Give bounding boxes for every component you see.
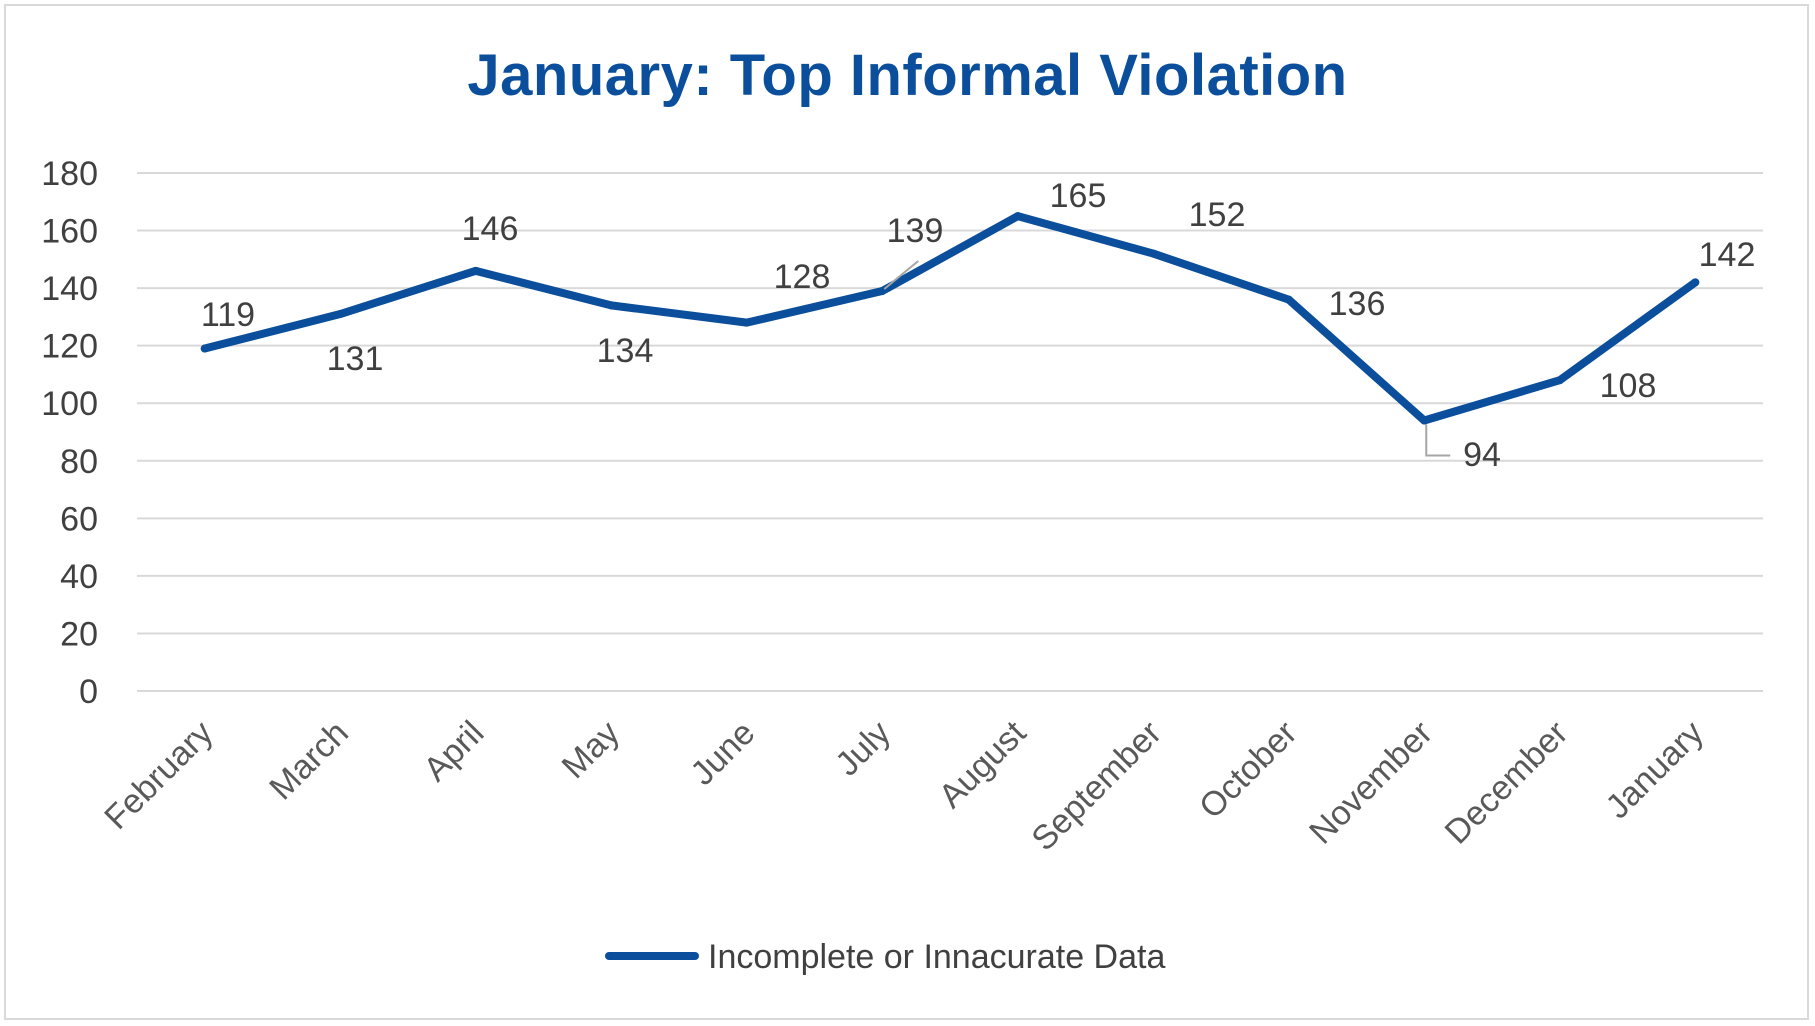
- leader-line: [1425, 424, 1451, 457]
- x-tick-label: November: [1302, 714, 1440, 852]
- data-point: [1691, 278, 1700, 287]
- x-tick-label: May: [555, 714, 627, 786]
- data-point: [742, 318, 751, 327]
- data-label: 146: [462, 210, 519, 248]
- y-tick-label: 100: [41, 385, 98, 423]
- x-tick-label: January: [1598, 714, 1710, 826]
- y-tick-label: 40: [60, 558, 98, 596]
- y-tick-label: 180: [41, 155, 98, 193]
- data-point: [200, 344, 209, 353]
- y-tick-label: 0: [79, 673, 98, 711]
- series-line: [200, 212, 1700, 425]
- data-label: 108: [1600, 367, 1657, 405]
- data-label: 152: [1189, 196, 1246, 234]
- data-label: 142: [1699, 236, 1756, 274]
- x-tick-label: December: [1438, 714, 1576, 852]
- x-tick-label: July: [828, 714, 898, 784]
- x-tick-label: October: [1192, 714, 1304, 826]
- data-label: 165: [1050, 177, 1107, 215]
- data-point: [607, 301, 616, 310]
- y-tick-label: 60: [60, 500, 98, 538]
- legend: Incomplete or Innacurate Data: [605, 938, 1165, 976]
- data-label: 131: [327, 340, 384, 378]
- x-tick-label: March: [262, 714, 356, 808]
- data-label: 128: [774, 258, 831, 296]
- data-label: 119: [201, 296, 255, 334]
- leader-line: [883, 260, 919, 290]
- legend-label: Incomplete or Innacurate Data: [708, 938, 1165, 976]
- data-label: 136: [1329, 285, 1386, 323]
- x-tick-label: September: [1024, 714, 1168, 858]
- x-tick-label: August: [932, 713, 1034, 815]
- data-label: 134: [597, 332, 654, 370]
- data-point: [471, 266, 480, 275]
- data-point: [1284, 295, 1293, 304]
- chart-title: January: Top Informal Violation: [467, 43, 1348, 108]
- data-point: [1149, 249, 1158, 258]
- y-tick-label: 20: [60, 615, 98, 653]
- y-tick-label: 140: [41, 270, 98, 308]
- y-tick-label: 120: [41, 328, 98, 366]
- data-point: [336, 310, 345, 319]
- data-point: [1013, 212, 1022, 221]
- y-tick-label: 160: [41, 213, 98, 251]
- data-point: [1420, 416, 1429, 425]
- x-tick-label: February: [97, 714, 220, 837]
- y-tick-label: 80: [60, 443, 98, 481]
- data-point: [1555, 376, 1564, 385]
- x-tick-label: April: [416, 714, 491, 789]
- data-label: 94: [1463, 436, 1501, 474]
- data-label: 139: [887, 212, 944, 250]
- x-tick-label: June: [683, 714, 762, 793]
